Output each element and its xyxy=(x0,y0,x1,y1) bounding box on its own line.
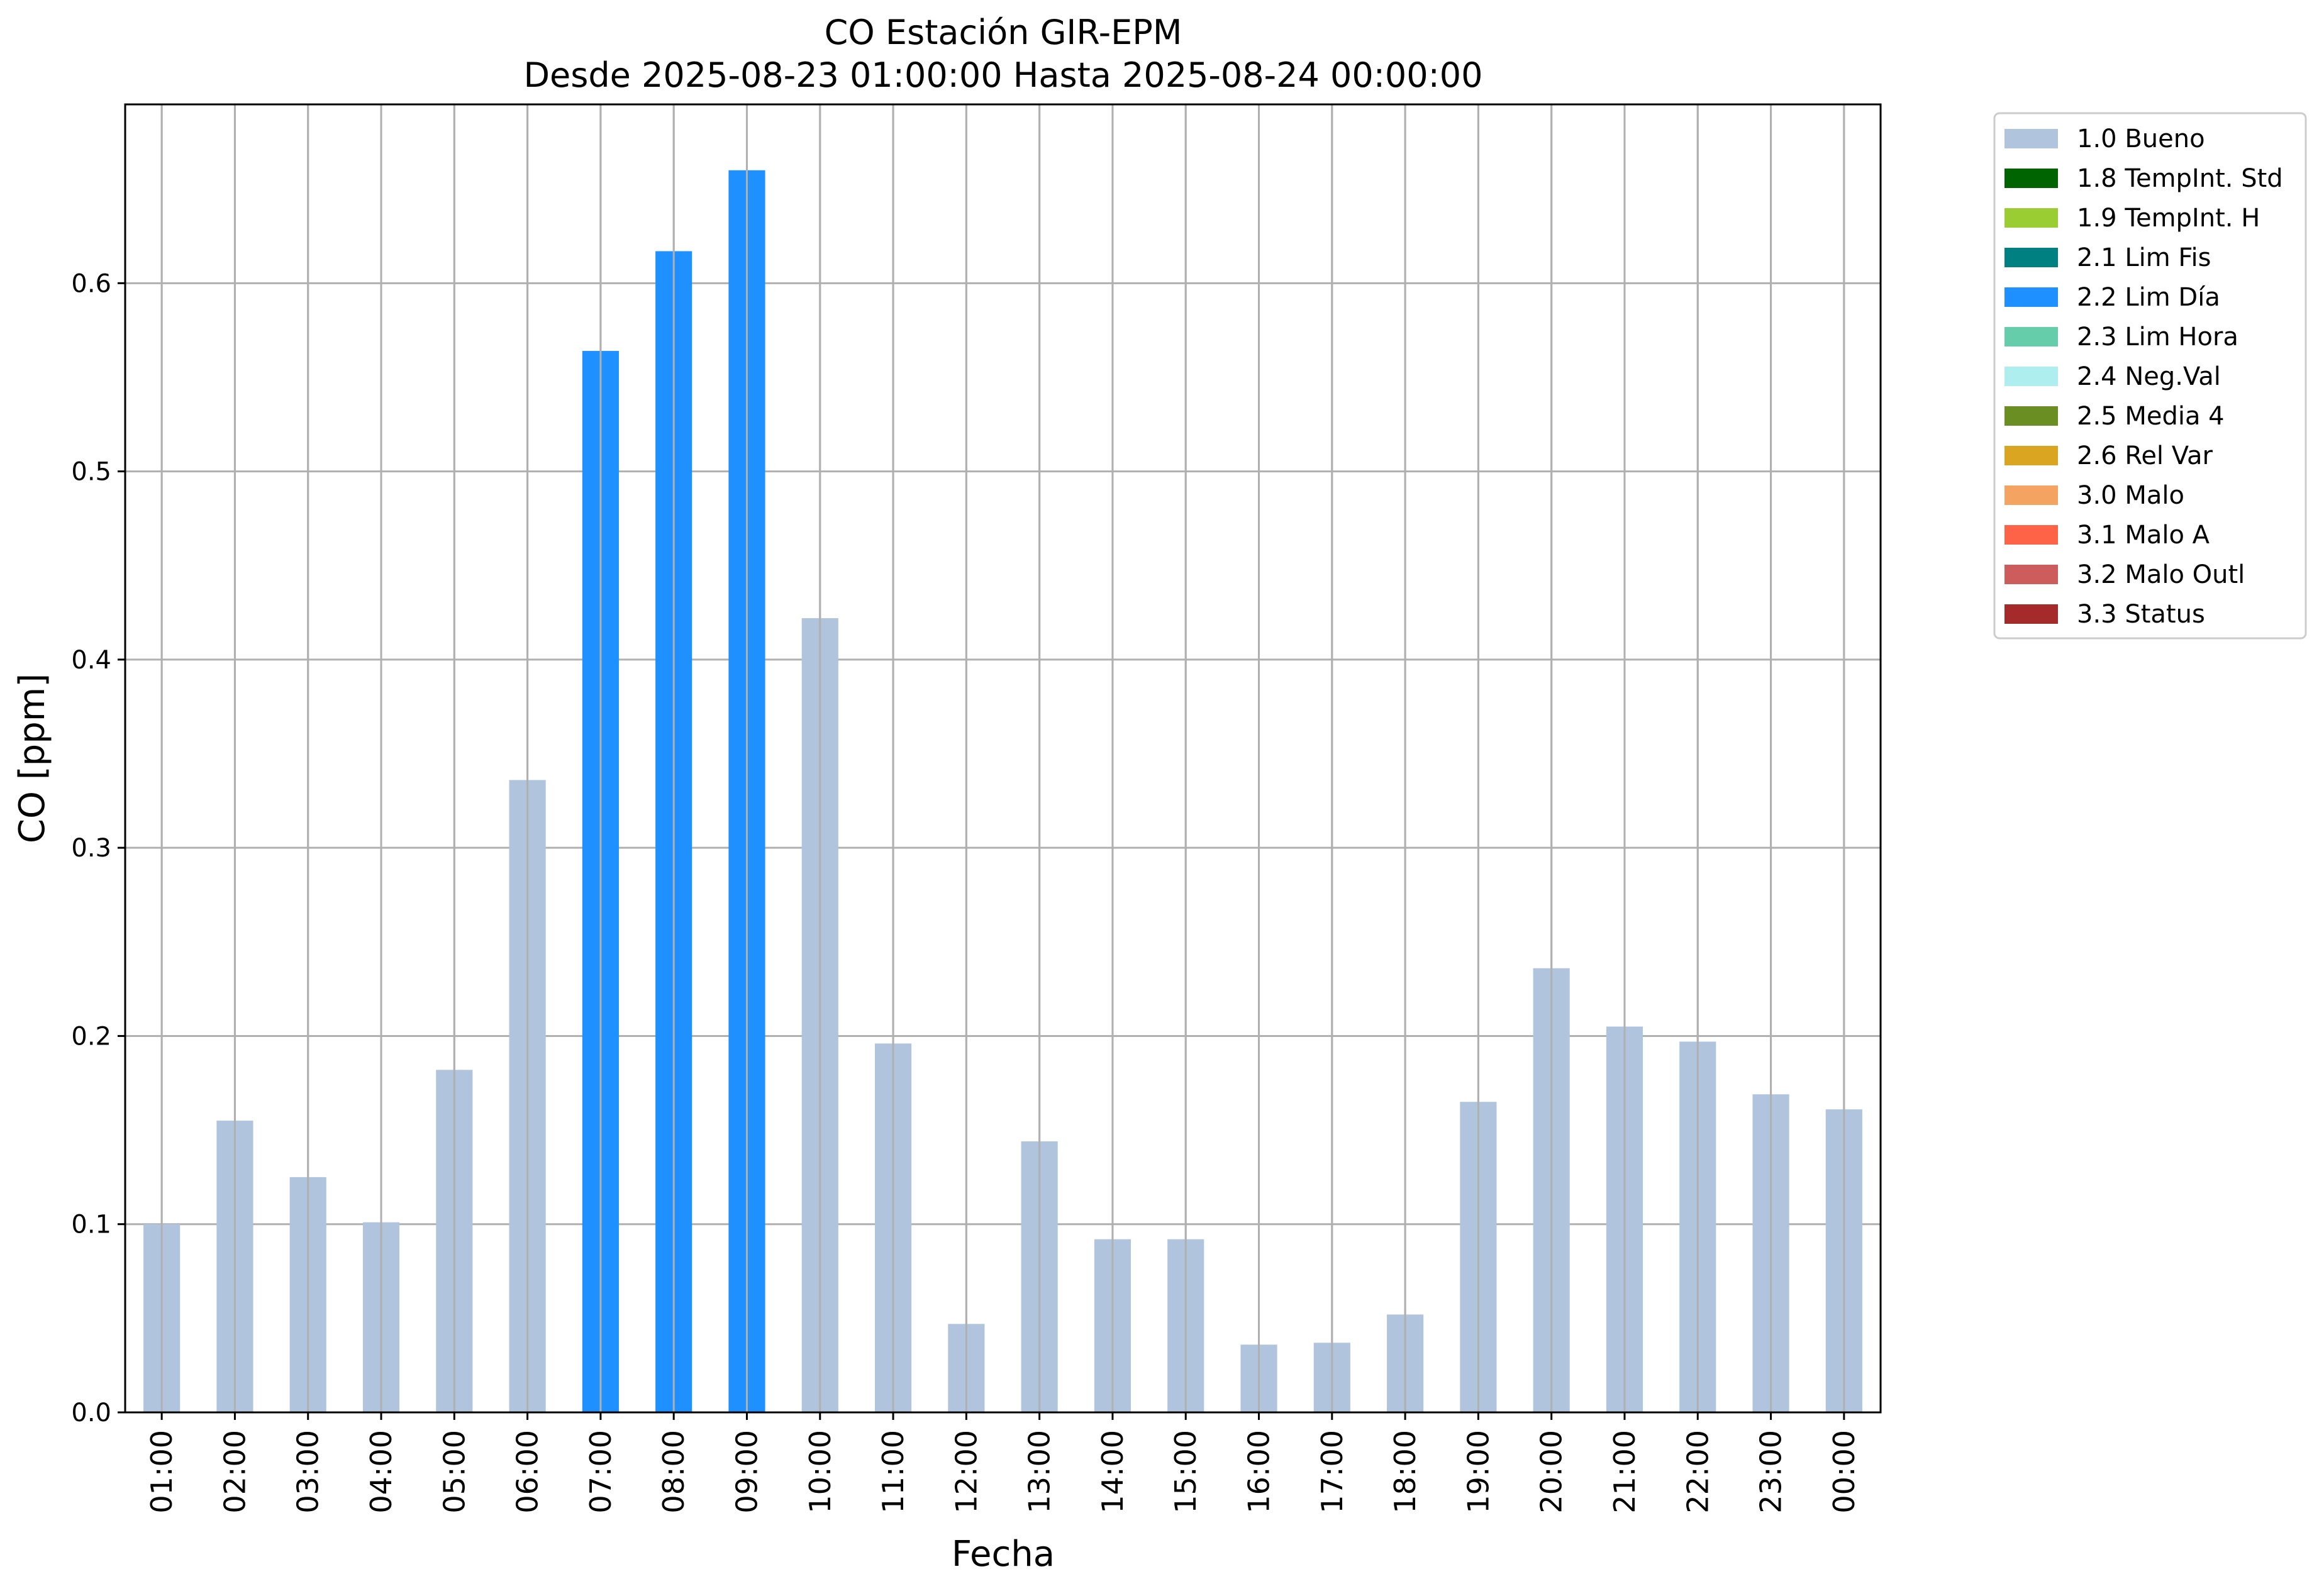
x-tick-label: 01:00 xyxy=(145,1430,179,1514)
legend-swatch xyxy=(2004,604,2058,624)
legend-frame xyxy=(1993,112,2307,640)
legend-swatch xyxy=(2004,129,2058,148)
x-tick-label: 00:00 xyxy=(1827,1430,1861,1514)
legend-label: 2.5 Media 4 xyxy=(2077,402,2225,431)
x-tick-label: 09:00 xyxy=(730,1430,764,1514)
x-tick-label: 03:00 xyxy=(291,1430,325,1514)
x-tick-label: 18:00 xyxy=(1388,1430,1422,1514)
x-tick-label: 12:00 xyxy=(949,1430,983,1514)
y-tick-label: 0.5 xyxy=(71,458,111,487)
legend-label: 2.4 Neg.Val xyxy=(2077,362,2221,391)
y-axis-ticks: 0.0 0.1 0.2 0.3 0.4 0.5 0.6 xyxy=(71,269,125,1427)
x-tick-label: 08:00 xyxy=(657,1430,691,1514)
y-tick-label: 0.0 xyxy=(71,1399,111,1427)
x-tick-label: 16:00 xyxy=(1242,1430,1276,1514)
legend-swatch xyxy=(2004,565,2058,584)
x-tick-label: 02:00 xyxy=(218,1430,252,1514)
legend-swatch xyxy=(2004,169,2058,188)
legend-label: 3.2 Malo Outl xyxy=(2077,560,2245,589)
legend-label: 2.2 Lim Día xyxy=(2077,283,2220,312)
legend-items: 1.0 Bueno 1.8 TempInt. Std 1.9 TempInt. H 2… xyxy=(2004,125,2283,629)
x-tick-label: 06:00 xyxy=(511,1430,545,1514)
legend-swatch xyxy=(2004,287,2058,307)
x-axis-ticks: 01:00 02:00 03:00 04:00 05:00 06:00 07:00 08:00… xyxy=(145,1412,1861,1514)
x-tick-label: 11:00 xyxy=(876,1430,910,1514)
x-tick-label: 10:00 xyxy=(803,1430,837,1514)
legend-swatch xyxy=(2004,446,2058,465)
y-tick-label: 0.2 xyxy=(71,1022,111,1051)
chart-title: CO Estación GIR-EPM xyxy=(825,13,1182,52)
x-tick-label: 13:00 xyxy=(1023,1430,1057,1514)
legend-swatch xyxy=(2004,406,2058,426)
legend-label: 1.9 TempInt. H xyxy=(2077,204,2260,233)
legend-swatch xyxy=(2004,208,2058,228)
legend-swatch xyxy=(2004,248,2058,267)
x-tick-label: 04:00 xyxy=(364,1430,398,1514)
legend-swatch xyxy=(2004,327,2058,346)
x-tick-label: 19:00 xyxy=(1461,1430,1495,1514)
y-tick-label: 0.6 xyxy=(71,269,111,298)
y-tick-label: 0.3 xyxy=(71,834,111,863)
x-tick-label: 22:00 xyxy=(1681,1430,1715,1514)
x-axis-label: Fecha xyxy=(952,1534,1055,1575)
legend-label: 2.6 Rel Var xyxy=(2077,441,2213,470)
legend-label: 3.3 Status xyxy=(2077,600,2205,629)
legend-swatch xyxy=(2004,367,2058,386)
legend-label: 1.0 Bueno xyxy=(2077,125,2205,153)
legend: 1.0 Bueno 1.8 TempInt. Std 1.9 TempInt. H 2… xyxy=(1993,112,2307,640)
bars xyxy=(143,104,1862,1413)
x-tick-label: 07:00 xyxy=(584,1430,618,1514)
x-tick-label: 15:00 xyxy=(1169,1430,1203,1514)
x-tick-label: 05:00 xyxy=(437,1430,471,1514)
x-tick-label: 23:00 xyxy=(1754,1430,1788,1514)
y-tick-label: 0.1 xyxy=(71,1211,111,1239)
x-tick-label: 14:00 xyxy=(1096,1430,1130,1514)
legend-swatch xyxy=(2004,525,2058,545)
legend-label: 2.3 Lim Hora xyxy=(2077,323,2238,352)
legend-label: 2.1 Lim Fis xyxy=(2077,243,2211,272)
legend-label: 1.8 TempInt. Std xyxy=(2077,164,2283,193)
chart-subtitle: Desde 2025-08-23 01:00:00 Hasta 2025-08-… xyxy=(523,55,1482,95)
legend-swatch xyxy=(2004,485,2058,505)
legend-label: 3.1 Malo A xyxy=(2077,521,2210,550)
y-tick-label: 0.4 xyxy=(71,646,111,675)
x-tick-label: 21:00 xyxy=(1608,1430,1642,1514)
plot-area-frame xyxy=(124,103,1882,1414)
x-tick-label: 17:00 xyxy=(1315,1430,1349,1514)
legend-label: 3.0 Malo xyxy=(2077,481,2184,510)
x-tick-label: 20:00 xyxy=(1535,1430,1569,1514)
y-axis-label: CO [ppm] xyxy=(12,673,53,843)
